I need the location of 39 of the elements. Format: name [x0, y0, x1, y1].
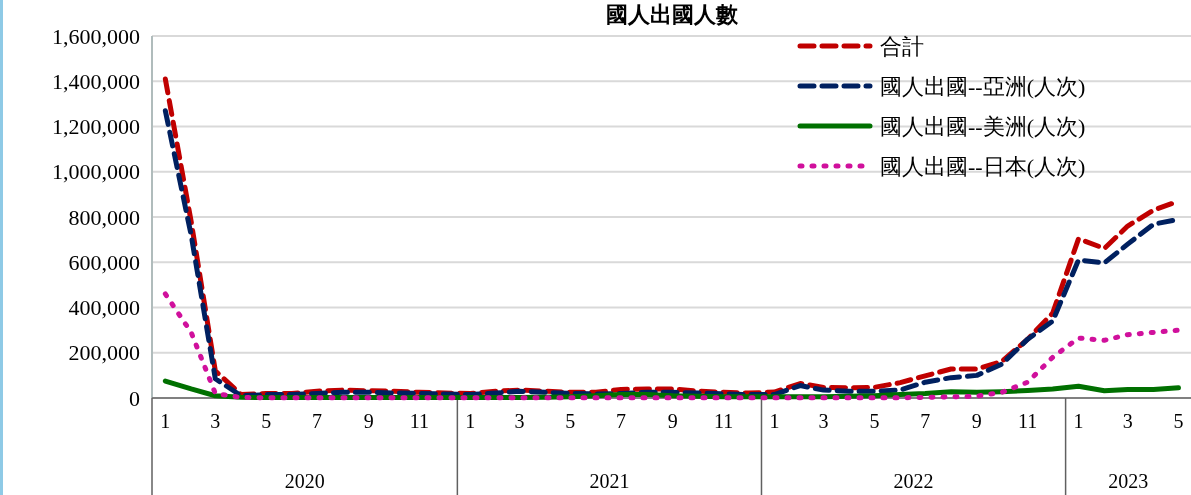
x-tick-label: 1 [160, 410, 171, 432]
x-tick-label: 1 [769, 410, 780, 432]
x-tick-label: 9 [667, 410, 678, 432]
y-tick-label: 1,200,000 [52, 114, 140, 140]
x-tick-label: 9 [971, 410, 982, 432]
x-tick-label: 5 [869, 410, 880, 432]
text: 2020 [284, 470, 325, 492]
x-tick-label: 11 [1018, 410, 1038, 432]
legend-label: 國人出國--亞洲(人次) [880, 73, 1086, 99]
x-tick-label: 11 [409, 410, 430, 432]
y-tick-label: 800,000 [68, 204, 140, 230]
text: 2021 [589, 470, 630, 492]
x-tick-label: 11 [713, 410, 734, 432]
legend-label: 國人出國--美洲(人次) [880, 113, 1086, 139]
legend-label: 國人出國--日本(人次) [880, 153, 1086, 179]
x-tick-label: 3 [210, 410, 221, 432]
legend-label: 合計 [880, 33, 924, 59]
text: 2023 [1108, 470, 1149, 492]
y-tick-label: 0 [129, 385, 140, 411]
y-tick-label: 400,000 [68, 295, 140, 321]
x-tick-label: 7 [311, 410, 322, 432]
y-tick-label: 1,400,000 [52, 68, 140, 94]
x-tick-label: 3 [1122, 410, 1133, 432]
y-tick-label: 600,000 [68, 249, 140, 275]
x-tick-label: 5 [261, 410, 272, 432]
chart-title: 國人出國人數 [605, 2, 739, 27]
x-tick-label: 1 [1073, 410, 1084, 432]
text: 2022 [893, 470, 934, 492]
x-tick-label: 9 [363, 410, 374, 432]
x-tick-label: 1 [465, 410, 476, 432]
x-tick-label: 3 [514, 410, 525, 432]
y-tick-label: 1,000,000 [52, 159, 140, 185]
x-tick-label: 7 [920, 410, 931, 432]
y-tick-label: 200,000 [68, 340, 140, 366]
y-tick-label: 1,600,000 [52, 23, 140, 49]
x-tick-label: 7 [616, 410, 627, 432]
x-tick-label: 5 [1173, 410, 1184, 432]
x-tick-label: 5 [565, 410, 576, 432]
x-tick-label: 3 [818, 410, 829, 432]
